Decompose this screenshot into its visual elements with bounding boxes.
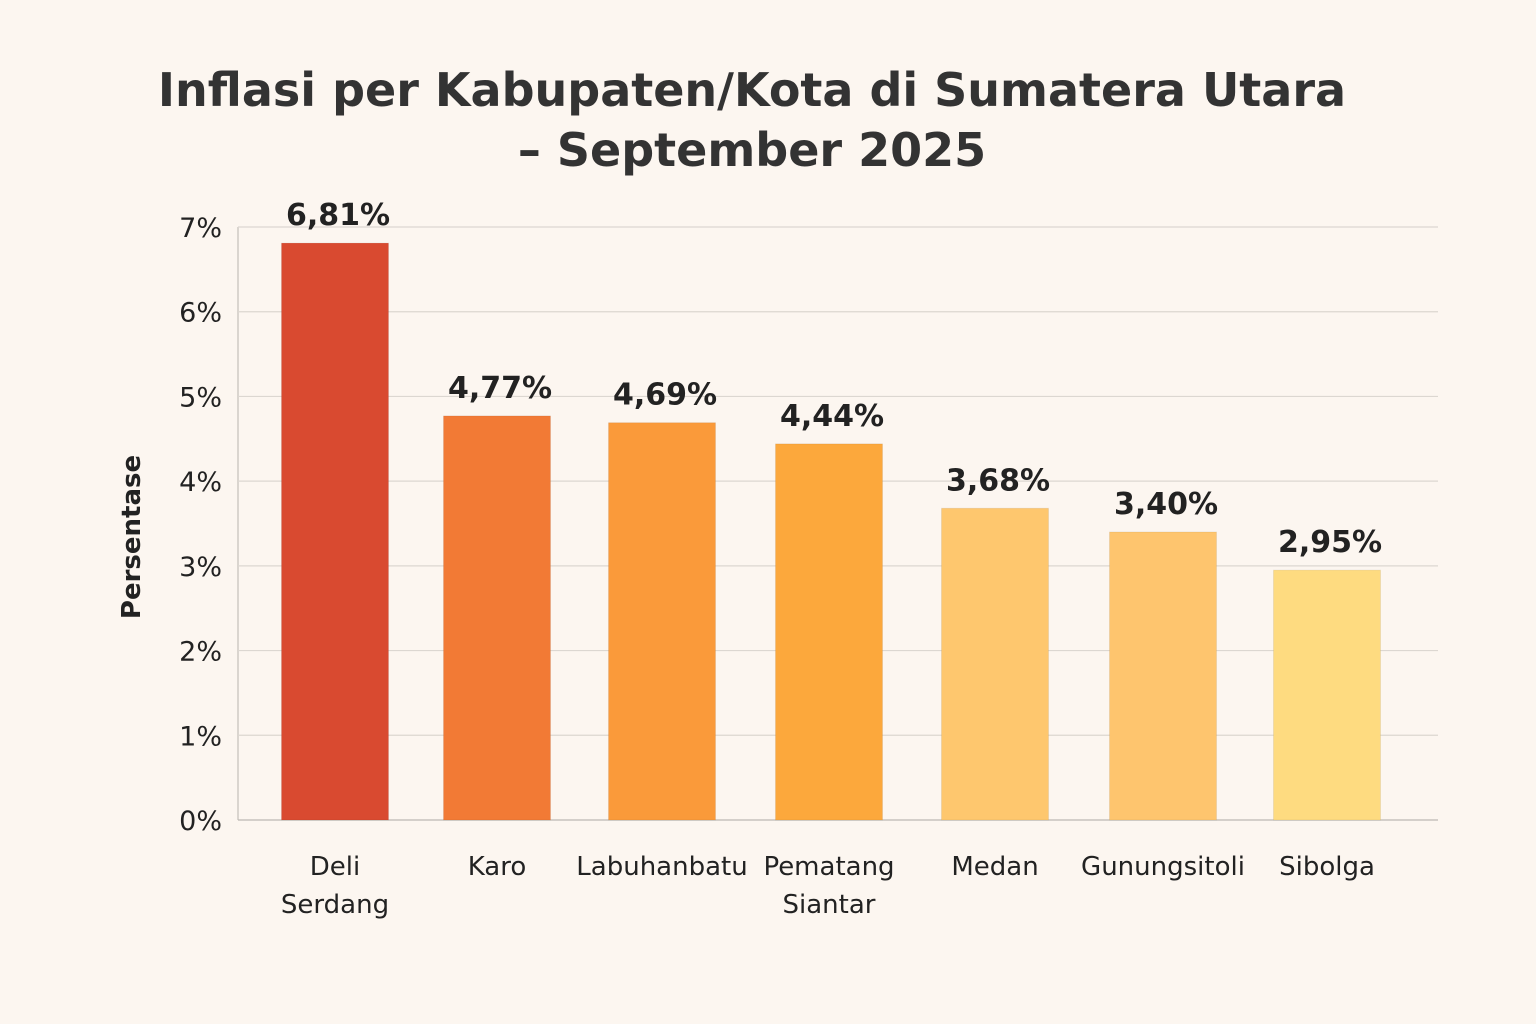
bar	[775, 443, 883, 821]
y-tick-label: 3%	[179, 552, 222, 583]
x-tick-label: Sibolga	[1279, 852, 1375, 882]
bar	[281, 242, 389, 821]
bar	[443, 415, 551, 821]
chart-title-line-1: Inflasi per Kabupaten/Kota di Sumatera U…	[158, 63, 1346, 117]
x-tick-label: Medan	[951, 852, 1038, 882]
x-tick-label: Labuhanbatu	[576, 852, 747, 882]
bar	[941, 507, 1049, 821]
x-tick-label: Gunungsitoli	[1081, 852, 1245, 882]
data-label: 4,69%	[613, 378, 717, 413]
bar	[1273, 569, 1381, 821]
bar	[608, 422, 716, 821]
y-tick-label: 2%	[179, 637, 222, 668]
data-label: 4,44%	[780, 399, 884, 434]
x-tick-label: Pematang	[763, 852, 894, 882]
data-label: 6,81%	[286, 198, 390, 233]
x-tick-label: Serdang	[281, 890, 389, 920]
x-tick-label: Deli	[310, 852, 360, 882]
chart-title-line-2: – September 2025	[518, 123, 986, 177]
y-tick-label: 0%	[179, 806, 222, 837]
x-tick-label: Karo	[468, 852, 527, 882]
data-label: 3,40%	[1114, 487, 1218, 522]
y-axis-label: Persentase	[117, 455, 147, 619]
data-label: 3,68%	[946, 463, 1050, 498]
bar	[1109, 531, 1217, 821]
y-tick-label: 7%	[179, 213, 222, 244]
data-label: 4,77%	[448, 371, 552, 406]
y-tick-label: 1%	[179, 721, 222, 752]
y-tick-label: 4%	[179, 467, 222, 498]
x-tick-label: Siantar	[783, 890, 876, 920]
y-tick-label: 6%	[179, 298, 222, 329]
y-tick-label: 5%	[179, 382, 222, 413]
data-label: 2,95%	[1278, 525, 1382, 560]
